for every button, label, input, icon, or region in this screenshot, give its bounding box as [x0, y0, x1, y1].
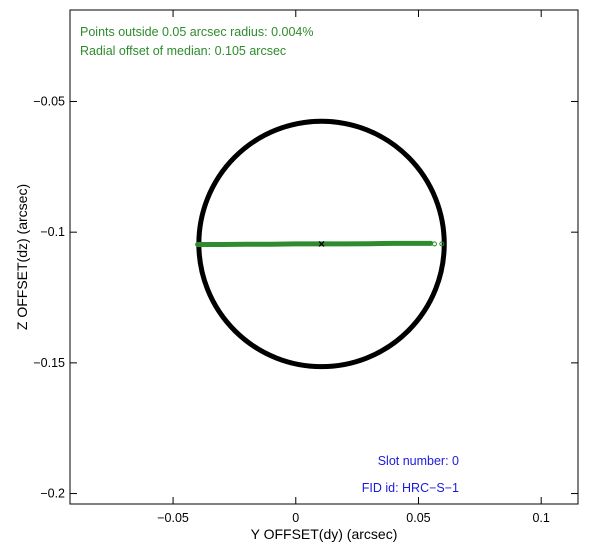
- y-tick-label: −0.1: [40, 225, 65, 239]
- y-tick-label: −0.15: [33, 356, 65, 370]
- plot-frame: [69, 9, 579, 505]
- x-tick-label: 0.1: [532, 511, 549, 525]
- offset-track-line: [195, 240, 434, 247]
- radial-offset-annotation: Radial offset of median: 0.105 arcsec: [80, 44, 286, 58]
- y-tick-label: −0.05: [33, 94, 65, 108]
- points-outside-annotation: Points outside 0.05 arcsec radius: 0.004…: [80, 25, 313, 39]
- y-axis-label: Z OFFSET(dz) (arcsec): [14, 184, 30, 330]
- x-axis-label: Y OFFSET(dy) (arcsec): [251, 526, 398, 542]
- tick-group: [70, 10, 578, 504]
- y-tick-label: −0.2: [40, 487, 65, 501]
- x-tick-label: 0: [292, 511, 299, 525]
- outlier-point: [439, 241, 445, 247]
- fid-id-annotation: FID id: HRC−S−1: [362, 481, 459, 495]
- slot-number-annotation: Slot number: 0: [378, 454, 459, 468]
- outlier-points: [431, 241, 445, 247]
- x-tick-label: 0.05: [406, 511, 430, 525]
- outlier-point: [431, 241, 437, 247]
- tick-label-group: −0.05 0 0.05 0.1 −0.05 −0.1 −0.15 −0.2: [33, 94, 550, 525]
- median-marker: [318, 240, 325, 247]
- offset-track: [195, 240, 434, 247]
- x-tick-label: −0.05: [157, 511, 189, 525]
- median-cross-b: [318, 240, 325, 247]
